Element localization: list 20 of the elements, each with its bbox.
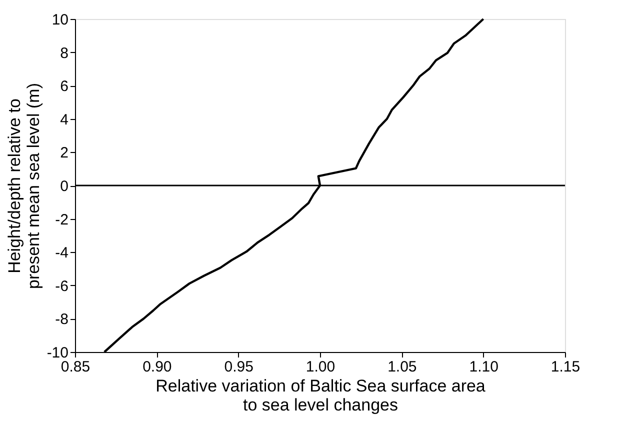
y-tick-label: 10 <box>52 12 68 28</box>
y-tick-label: 8 <box>60 44 68 62</box>
y-tick-label: 6 <box>60 78 68 96</box>
y-tick-label: 4 <box>60 111 68 128</box>
y-tick-label: -2 <box>55 211 68 228</box>
y-tick-label: -8 <box>55 311 68 328</box>
y-tick-label: 0 <box>60 178 68 195</box>
x-tick-label: 1.05 <box>388 358 417 376</box>
y-tick-label: 2 <box>60 144 68 162</box>
x-tick-label: 0.95 <box>224 358 254 376</box>
y-tick-label: -6 <box>55 278 68 295</box>
x-tick-label: 1.15 <box>550 358 580 376</box>
x-tick-label: 1.10 <box>469 358 498 376</box>
x-axis-title: Relative variation of Baltic Sea surface area to sea level changes <box>156 376 486 414</box>
y-tick-label: -10 <box>46 344 68 362</box>
y-axis-title: Height/depth relative to present mean sea level (m) <box>4 83 43 289</box>
x-tick-label: 0.85 <box>60 358 90 376</box>
x-tick-label: 0.90 <box>142 358 172 376</box>
x-tick-label: 1.00 <box>306 358 336 376</box>
y-tick-label: -4 <box>55 244 68 262</box>
